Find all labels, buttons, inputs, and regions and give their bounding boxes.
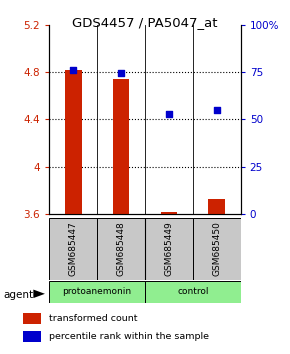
Text: GSM685449: GSM685449 (164, 221, 173, 276)
FancyBboxPatch shape (145, 218, 193, 280)
Point (119, 70, 124, 76)
Bar (23, 314, 41, 324)
FancyBboxPatch shape (193, 218, 241, 280)
Bar (161, 212, 177, 214)
Text: percentile rank within the sample: percentile rank within the sample (49, 332, 209, 341)
Point (71, 67, 75, 73)
FancyBboxPatch shape (49, 281, 145, 303)
Text: protoanemonin: protoanemonin (63, 287, 132, 296)
FancyBboxPatch shape (97, 218, 145, 280)
Text: agent: agent (3, 290, 33, 299)
Bar (209, 199, 225, 214)
Bar (65, 70, 81, 214)
Text: transformed count: transformed count (49, 314, 138, 324)
Text: control: control (177, 287, 209, 296)
Text: GDS4457 / PA5047_at: GDS4457 / PA5047_at (72, 16, 218, 29)
Polygon shape (33, 290, 45, 298)
Text: GSM685448: GSM685448 (117, 221, 126, 276)
Bar (23, 331, 41, 342)
Point (166, 111, 171, 116)
Text: GSM685450: GSM685450 (212, 221, 221, 276)
Text: GSM685447: GSM685447 (69, 221, 78, 276)
FancyBboxPatch shape (145, 281, 241, 303)
Bar (113, 79, 129, 214)
Point (215, 107, 219, 113)
FancyBboxPatch shape (49, 218, 97, 280)
